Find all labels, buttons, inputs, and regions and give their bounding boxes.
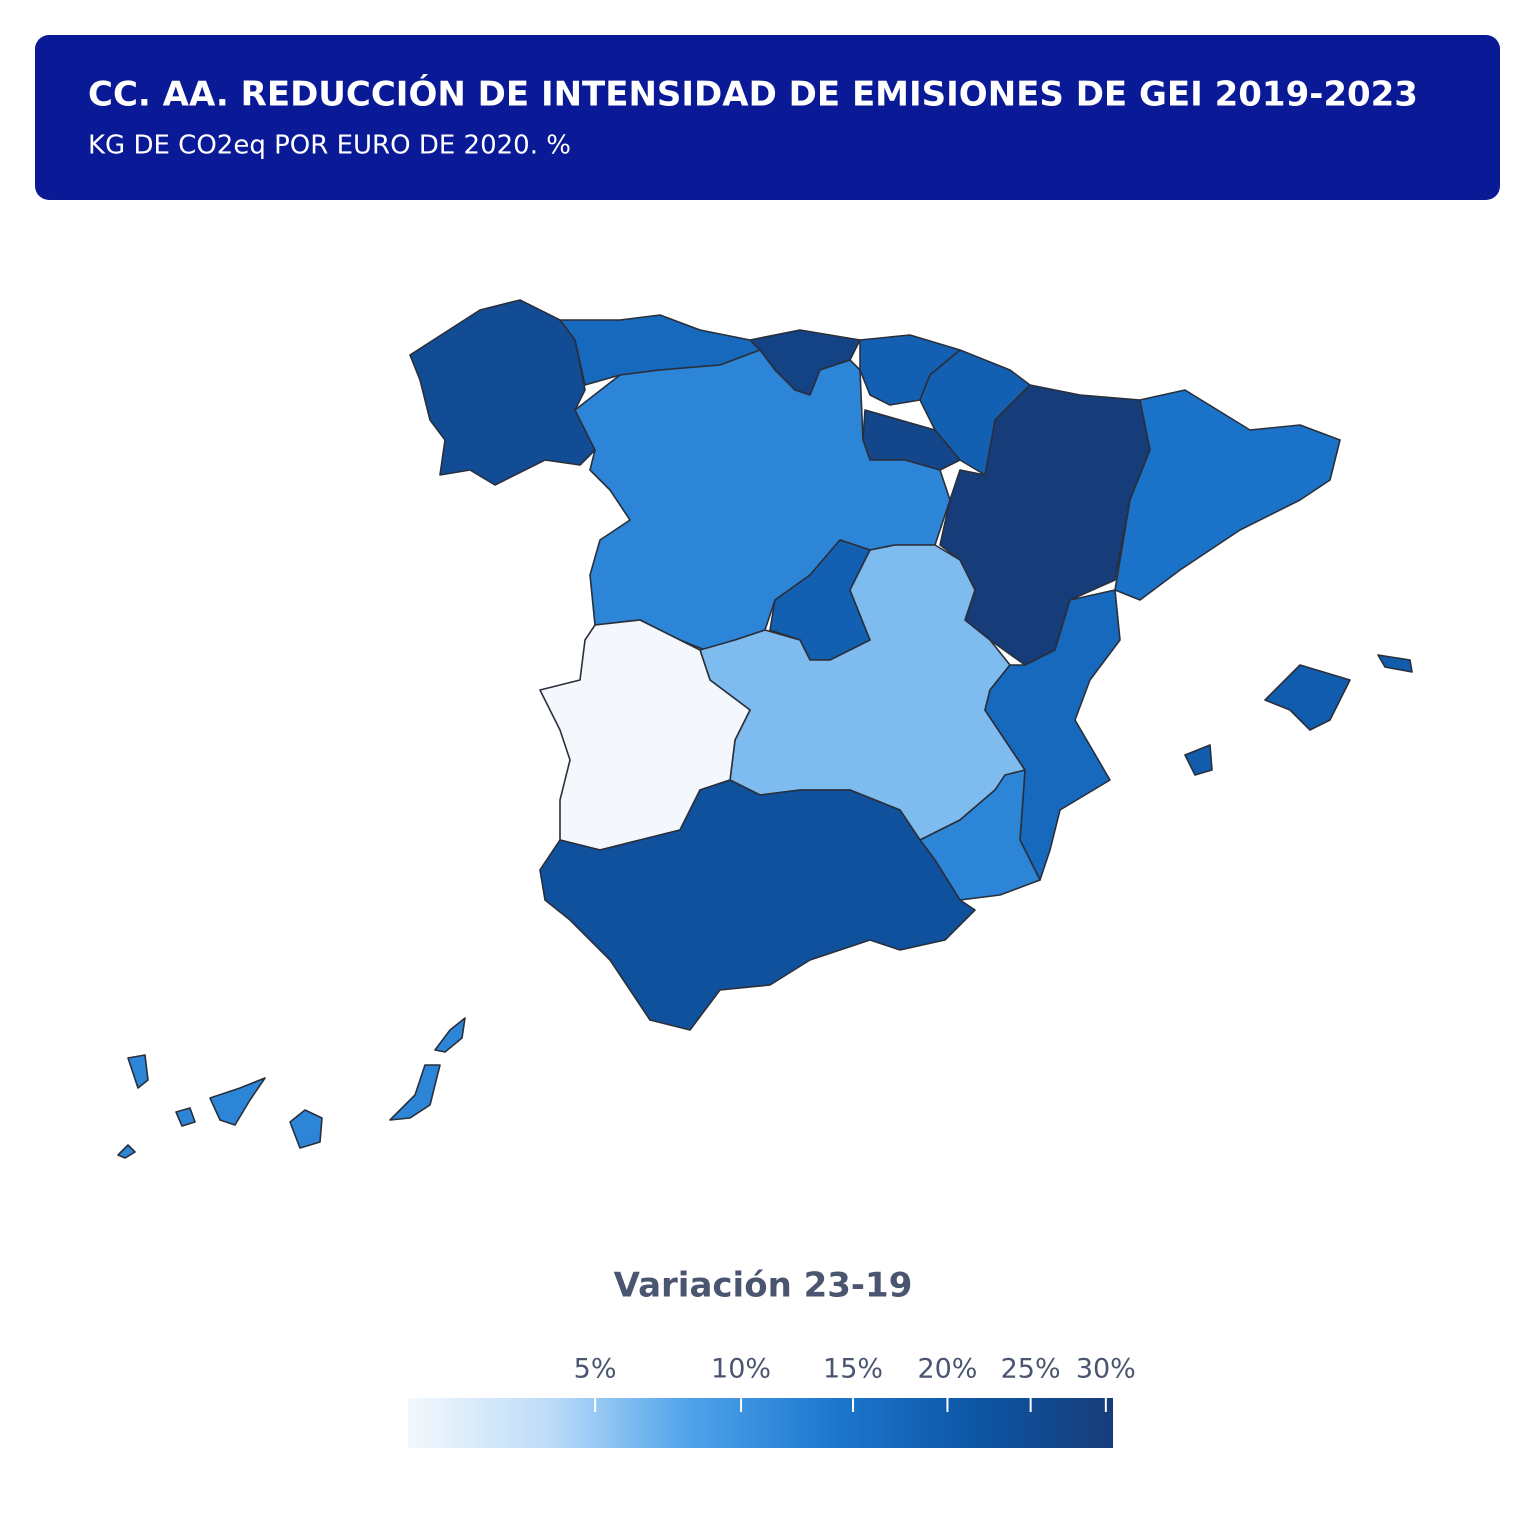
legend: 5% 10% 15% 20% 25% 30% — [408, 1354, 1136, 1448]
chart-subtitle: KG DE CO2eq POR EURO DE 2020. % — [88, 131, 571, 161]
tick-label: 25% — [1001, 1354, 1061, 1385]
tick-label: 10% — [711, 1354, 771, 1385]
tick-label: 20% — [917, 1354, 977, 1385]
tick-label: 30% — [1076, 1354, 1136, 1385]
color-bar — [408, 1398, 1113, 1448]
region — [409, 299, 596, 486]
header-box — [35, 35, 1500, 200]
map — [117, 299, 1413, 1159]
region — [539, 779, 976, 1031]
legend-title: Variación 23-19 — [614, 1266, 913, 1306]
region — [1114, 389, 1341, 601]
chart-title: CC. AA. REDUCCIÓN DE INTENSIDAD DE EMISI… — [88, 74, 1418, 115]
region — [1184, 654, 1413, 776]
region — [117, 1017, 466, 1159]
tick-label: 15% — [823, 1354, 883, 1385]
tick-label: 5% — [574, 1354, 617, 1385]
